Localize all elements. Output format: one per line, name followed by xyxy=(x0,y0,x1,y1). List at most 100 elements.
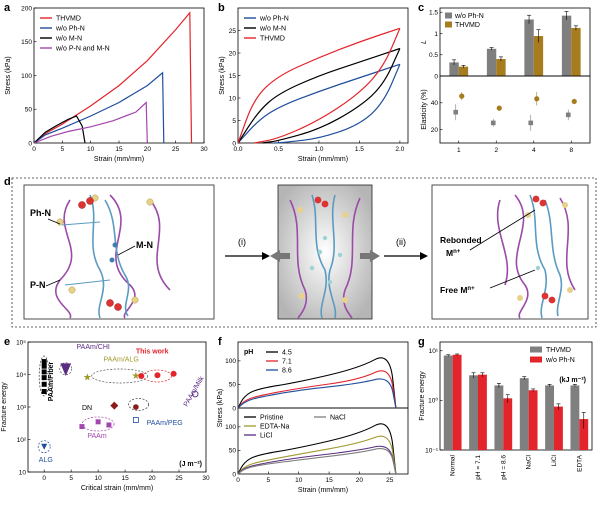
e-point-paam xyxy=(79,424,85,430)
c-xtick-label: 8 xyxy=(569,147,573,154)
f-xtick-label: 0 xyxy=(236,477,240,484)
g-ytick-label: 10¹ xyxy=(429,348,439,355)
b-ytick-label: 10 xyxy=(229,95,237,102)
b-xtick-label: 2.0 xyxy=(395,146,404,153)
f-bot-series-line xyxy=(237,423,397,475)
panel-d-schematic: d Ph-N M-N P-N (i) xyxy=(4,176,597,328)
f-bot-legend-label: Pristine xyxy=(260,415,283,422)
network-stretched xyxy=(289,194,361,319)
a-legend-label: w/o P-N and M-N xyxy=(55,46,110,53)
g-bar xyxy=(478,374,487,450)
e-point-this-work xyxy=(170,370,177,377)
e-label-paam-peg: PAAm/PEG xyxy=(147,420,183,427)
e-point-paam-chi xyxy=(60,363,72,376)
c-bar xyxy=(561,15,572,76)
a-series-line xyxy=(33,71,165,144)
a-ylabel: Stress (kPa) xyxy=(5,56,12,95)
panel-f: f 0 50 100 0 50 100 0 5 10 15 20 25 Strain (mm/mm) St… xyxy=(217,336,409,494)
e-point-paam xyxy=(106,422,112,428)
panel-g-plot: 10⁻¹ 10⁰ 10¹ Fracture energy (kJ m⁻²) THVMD w/… xyxy=(419,341,593,480)
e-point-paam xyxy=(95,419,101,425)
f-top-ytick-label: 0 xyxy=(232,405,236,412)
a-ytick-label: 50 xyxy=(25,107,33,114)
c-bar xyxy=(496,59,506,76)
a-ytick-label: 0 xyxy=(28,140,32,147)
b-xtick-label: 1.5 xyxy=(355,146,364,153)
e-point-paam-fiber xyxy=(41,388,47,394)
e-label-paam-milk: PAAm/Milk xyxy=(183,375,206,408)
e-point-paam-fiber xyxy=(41,363,47,369)
c-legend-label: THVMD xyxy=(455,22,480,29)
e-xtick-label: 10 xyxy=(95,475,103,482)
e-point-this-work xyxy=(138,372,145,379)
f-bot-ytick-label: 50 xyxy=(229,448,237,455)
f-top-legend-label: 7.1 xyxy=(282,359,292,366)
c-legend-swatch xyxy=(445,12,452,19)
f-bot-ytick-label: 100 xyxy=(225,424,236,431)
e-label-alg: ALG xyxy=(39,457,53,464)
e-group-ellipse-paam-chi xyxy=(59,362,73,376)
label-rebonded: Rebonded xyxy=(440,235,482,245)
f-bot-legend-label: LiCl xyxy=(260,433,273,440)
c-point xyxy=(571,98,577,105)
a-xtick-label: 30 xyxy=(200,146,208,153)
a-xtick-label: 20 xyxy=(144,146,152,153)
f-top-ytick-label: 100 xyxy=(225,358,236,365)
arrowhead-step-ii xyxy=(420,252,428,260)
e-group-ellipse-paam-alg xyxy=(91,368,149,384)
panel-e: e 0 5 10 15 20 25 30 10 10² 10³ 10⁴ 10⁵ Critical str… xyxy=(1,336,210,492)
f-legend-title: pH xyxy=(244,349,253,356)
e-xtick-label: 30 xyxy=(202,475,210,482)
g-legend-label: w/o Ph-N xyxy=(545,357,575,364)
e-ytick-label: 10³ xyxy=(17,404,27,411)
strain-arrow-right-shaft xyxy=(360,253,370,259)
strain-arrow-right xyxy=(370,250,380,262)
b-ytick-label: 0 xyxy=(232,140,236,147)
b-unloading-line xyxy=(254,28,401,144)
c-bot-ytick-label: 40 xyxy=(431,100,439,107)
panel-a-plot: 0 5 10 15 20 25 30 0 50 100 150 200 Strain (mm/mm) St… xyxy=(5,5,208,163)
e-xlabel: Critical strain (mm/mm) xyxy=(81,485,153,492)
f-top-series-line xyxy=(237,357,397,409)
g-xtick-label: LiCl xyxy=(551,454,558,466)
a-xtick-label: 15 xyxy=(115,146,123,153)
e-xtick-label: 20 xyxy=(148,475,156,482)
c-point xyxy=(565,112,571,118)
g-xtick-label: pH = 7.1 xyxy=(475,455,482,480)
arrow-p-n xyxy=(45,279,61,287)
e-point-dn xyxy=(133,404,139,410)
e-xtick-label: 25 xyxy=(175,475,183,482)
arrow-free-ion xyxy=(489,269,536,289)
g-bar xyxy=(494,385,504,450)
arrow-rebonded xyxy=(469,209,536,251)
arrow-ph-n xyxy=(47,218,61,225)
e-ytick-label: 10² xyxy=(17,437,27,444)
a-series-line xyxy=(33,101,148,144)
a-xtick-label: 0 xyxy=(32,146,36,153)
b-xtick-label: 0.5 xyxy=(274,146,283,153)
c-point xyxy=(490,120,496,126)
e-group-ellipse-dn xyxy=(128,398,149,411)
e-point-this-work xyxy=(154,372,161,379)
e-label-paam: PAAm xyxy=(87,433,106,440)
f-xtick-label: 15 xyxy=(325,477,333,484)
label-rebonded-ion-m: M xyxy=(446,248,453,258)
e-point-alg xyxy=(41,443,48,450)
b-loading-line xyxy=(237,63,401,144)
b-ytick-label: 20 xyxy=(229,50,237,57)
e-point-paam-fiber xyxy=(41,375,47,381)
g-unit: (kJ m⁻²) xyxy=(559,377,586,384)
e-point-paam-alg: ★ xyxy=(131,371,140,382)
g-bar xyxy=(545,385,554,450)
f-xtick-label: 20 xyxy=(356,477,364,484)
c-bar xyxy=(533,36,544,76)
label-free-ion-m: Free M xyxy=(440,285,467,295)
e-point-dn xyxy=(110,401,119,410)
e-ytick-label: 10⁴ xyxy=(16,372,26,379)
g-bar xyxy=(469,375,478,450)
strain-arrow-left xyxy=(270,250,280,262)
a-ytick-label: 200 xyxy=(21,5,32,12)
label-m-n: M-N xyxy=(136,240,153,250)
panel-g: g 10⁻¹ 10⁰ 10¹ Fracture energy (kJ m⁻²) THVMD… xyxy=(418,336,593,480)
